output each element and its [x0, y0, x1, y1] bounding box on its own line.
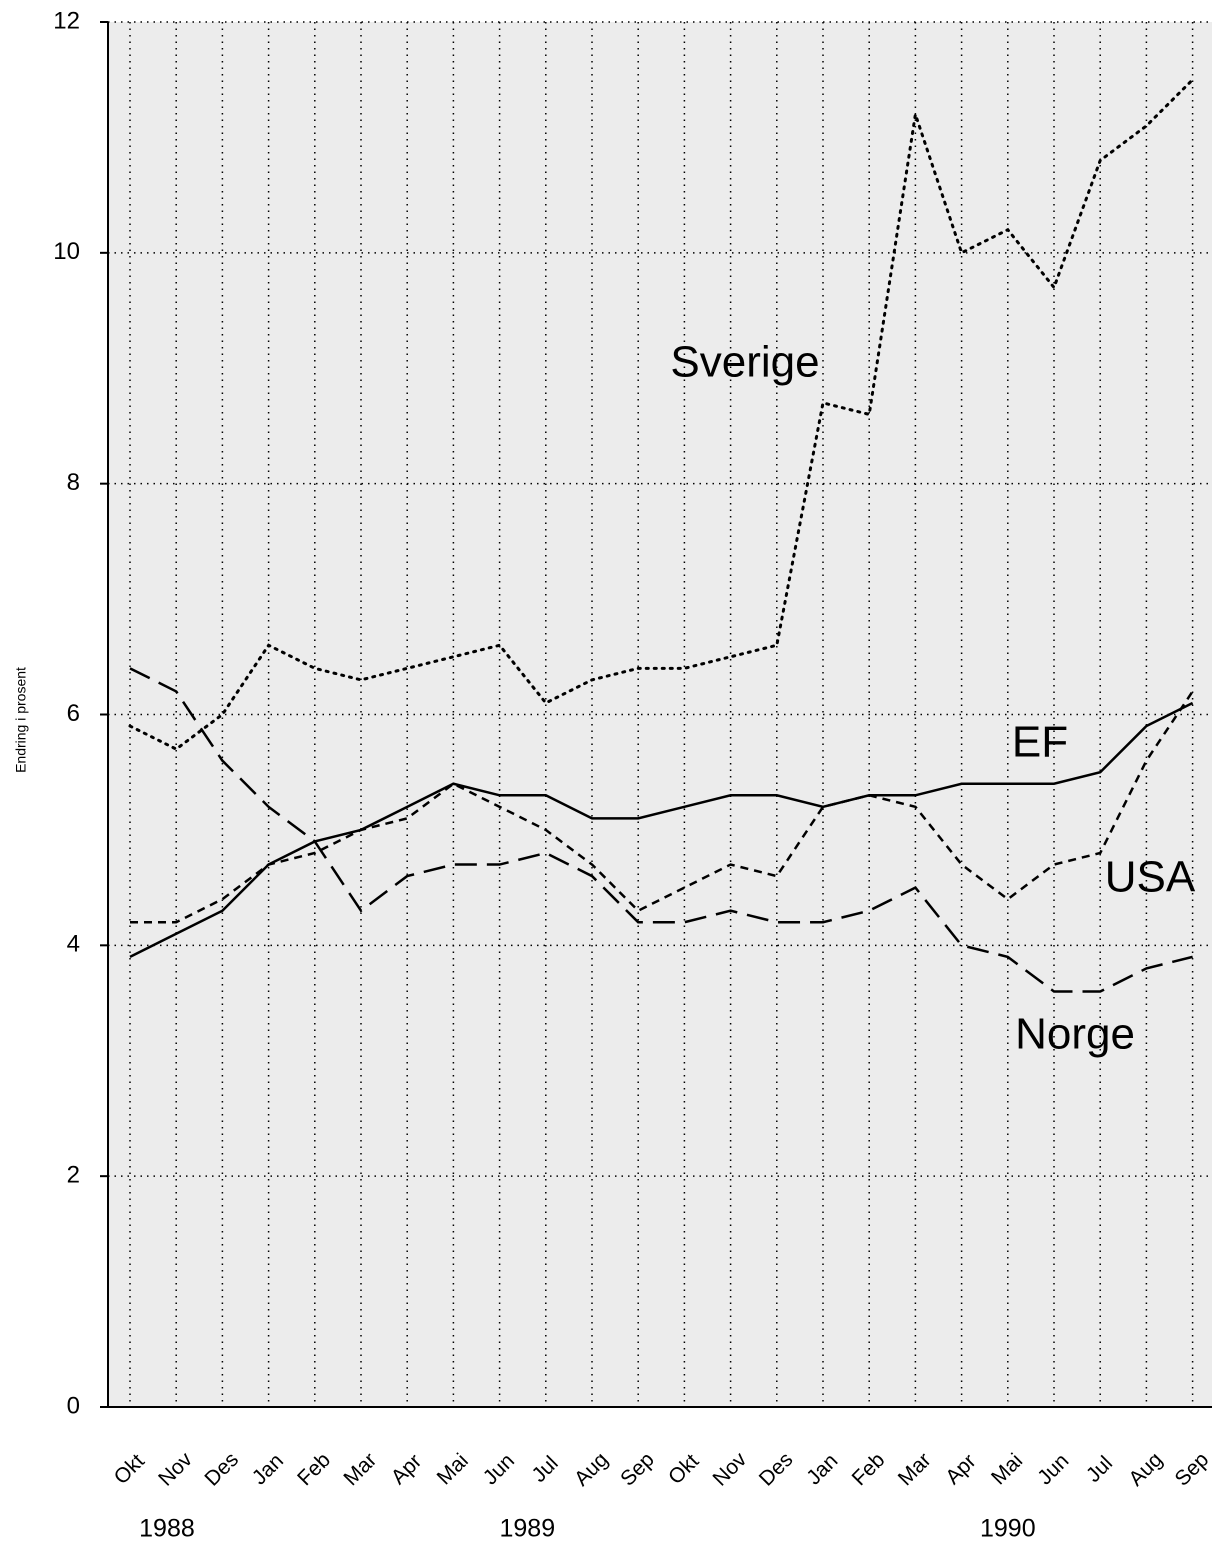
- x-tick-label: Nov: [709, 1448, 752, 1491]
- x-tick-label: Des: [200, 1448, 243, 1491]
- series-line: [128, 78, 1195, 751]
- series-label: EF: [1012, 718, 1068, 767]
- x-tick-label: Mai: [987, 1449, 1027, 1489]
- plot-area: [108, 22, 1212, 1407]
- x-tick-label: Apr: [387, 1450, 426, 1489]
- x-tick-label: Feb: [848, 1448, 890, 1490]
- x-tick-label: Jul: [527, 1452, 562, 1487]
- year-label: 1990: [980, 1515, 1036, 1543]
- x-tick-label: Jun: [1033, 1449, 1073, 1489]
- series-label: Sverige: [670, 338, 819, 387]
- x-tick-label: Jul: [1082, 1452, 1117, 1487]
- x-tick-label: Nov: [154, 1448, 197, 1491]
- x-tick-label: Okt: [664, 1450, 703, 1489]
- x-tick-label: Sep: [1171, 1448, 1212, 1491]
- x-tick-label: Des: [755, 1448, 798, 1491]
- y-tick-label: 2: [67, 1162, 80, 1189]
- y-tick-label: 0: [67, 1392, 80, 1419]
- x-tick-label: Aug: [1124, 1448, 1167, 1491]
- y-tick-label: 6: [67, 700, 80, 727]
- y-axis-label: Endring i prosent: [13, 667, 29, 773]
- series-label: Norge: [1015, 1010, 1135, 1059]
- x-tick-label: Mai: [433, 1449, 473, 1489]
- x-tick-label: Aug: [570, 1448, 613, 1491]
- y-tick-label: 12: [53, 7, 80, 34]
- x-tick-label: Okt: [110, 1450, 149, 1489]
- x-tick-label: Apr: [941, 1450, 980, 1489]
- series-line: [129, 667, 1193, 993]
- year-label: 1988: [139, 1515, 195, 1543]
- x-tick-label: Sep: [616, 1448, 659, 1491]
- x-tick-label: Jan: [248, 1449, 288, 1489]
- series-line: [129, 701, 1194, 958]
- y-tick-label: 8: [67, 469, 80, 496]
- x-tick-label: Mar: [339, 1448, 381, 1490]
- x-tick-label: Jan: [802, 1449, 842, 1489]
- y-tick-label: 10: [53, 238, 80, 265]
- series-line: [130, 690, 1194, 924]
- x-tick-label: Feb: [293, 1448, 335, 1490]
- y-tick-label: 4: [67, 931, 80, 958]
- series-label: USA: [1105, 853, 1196, 902]
- year-label: 1989: [500, 1515, 556, 1543]
- x-tick-label: Jun: [479, 1449, 519, 1489]
- x-tick-label: Mar: [894, 1448, 936, 1490]
